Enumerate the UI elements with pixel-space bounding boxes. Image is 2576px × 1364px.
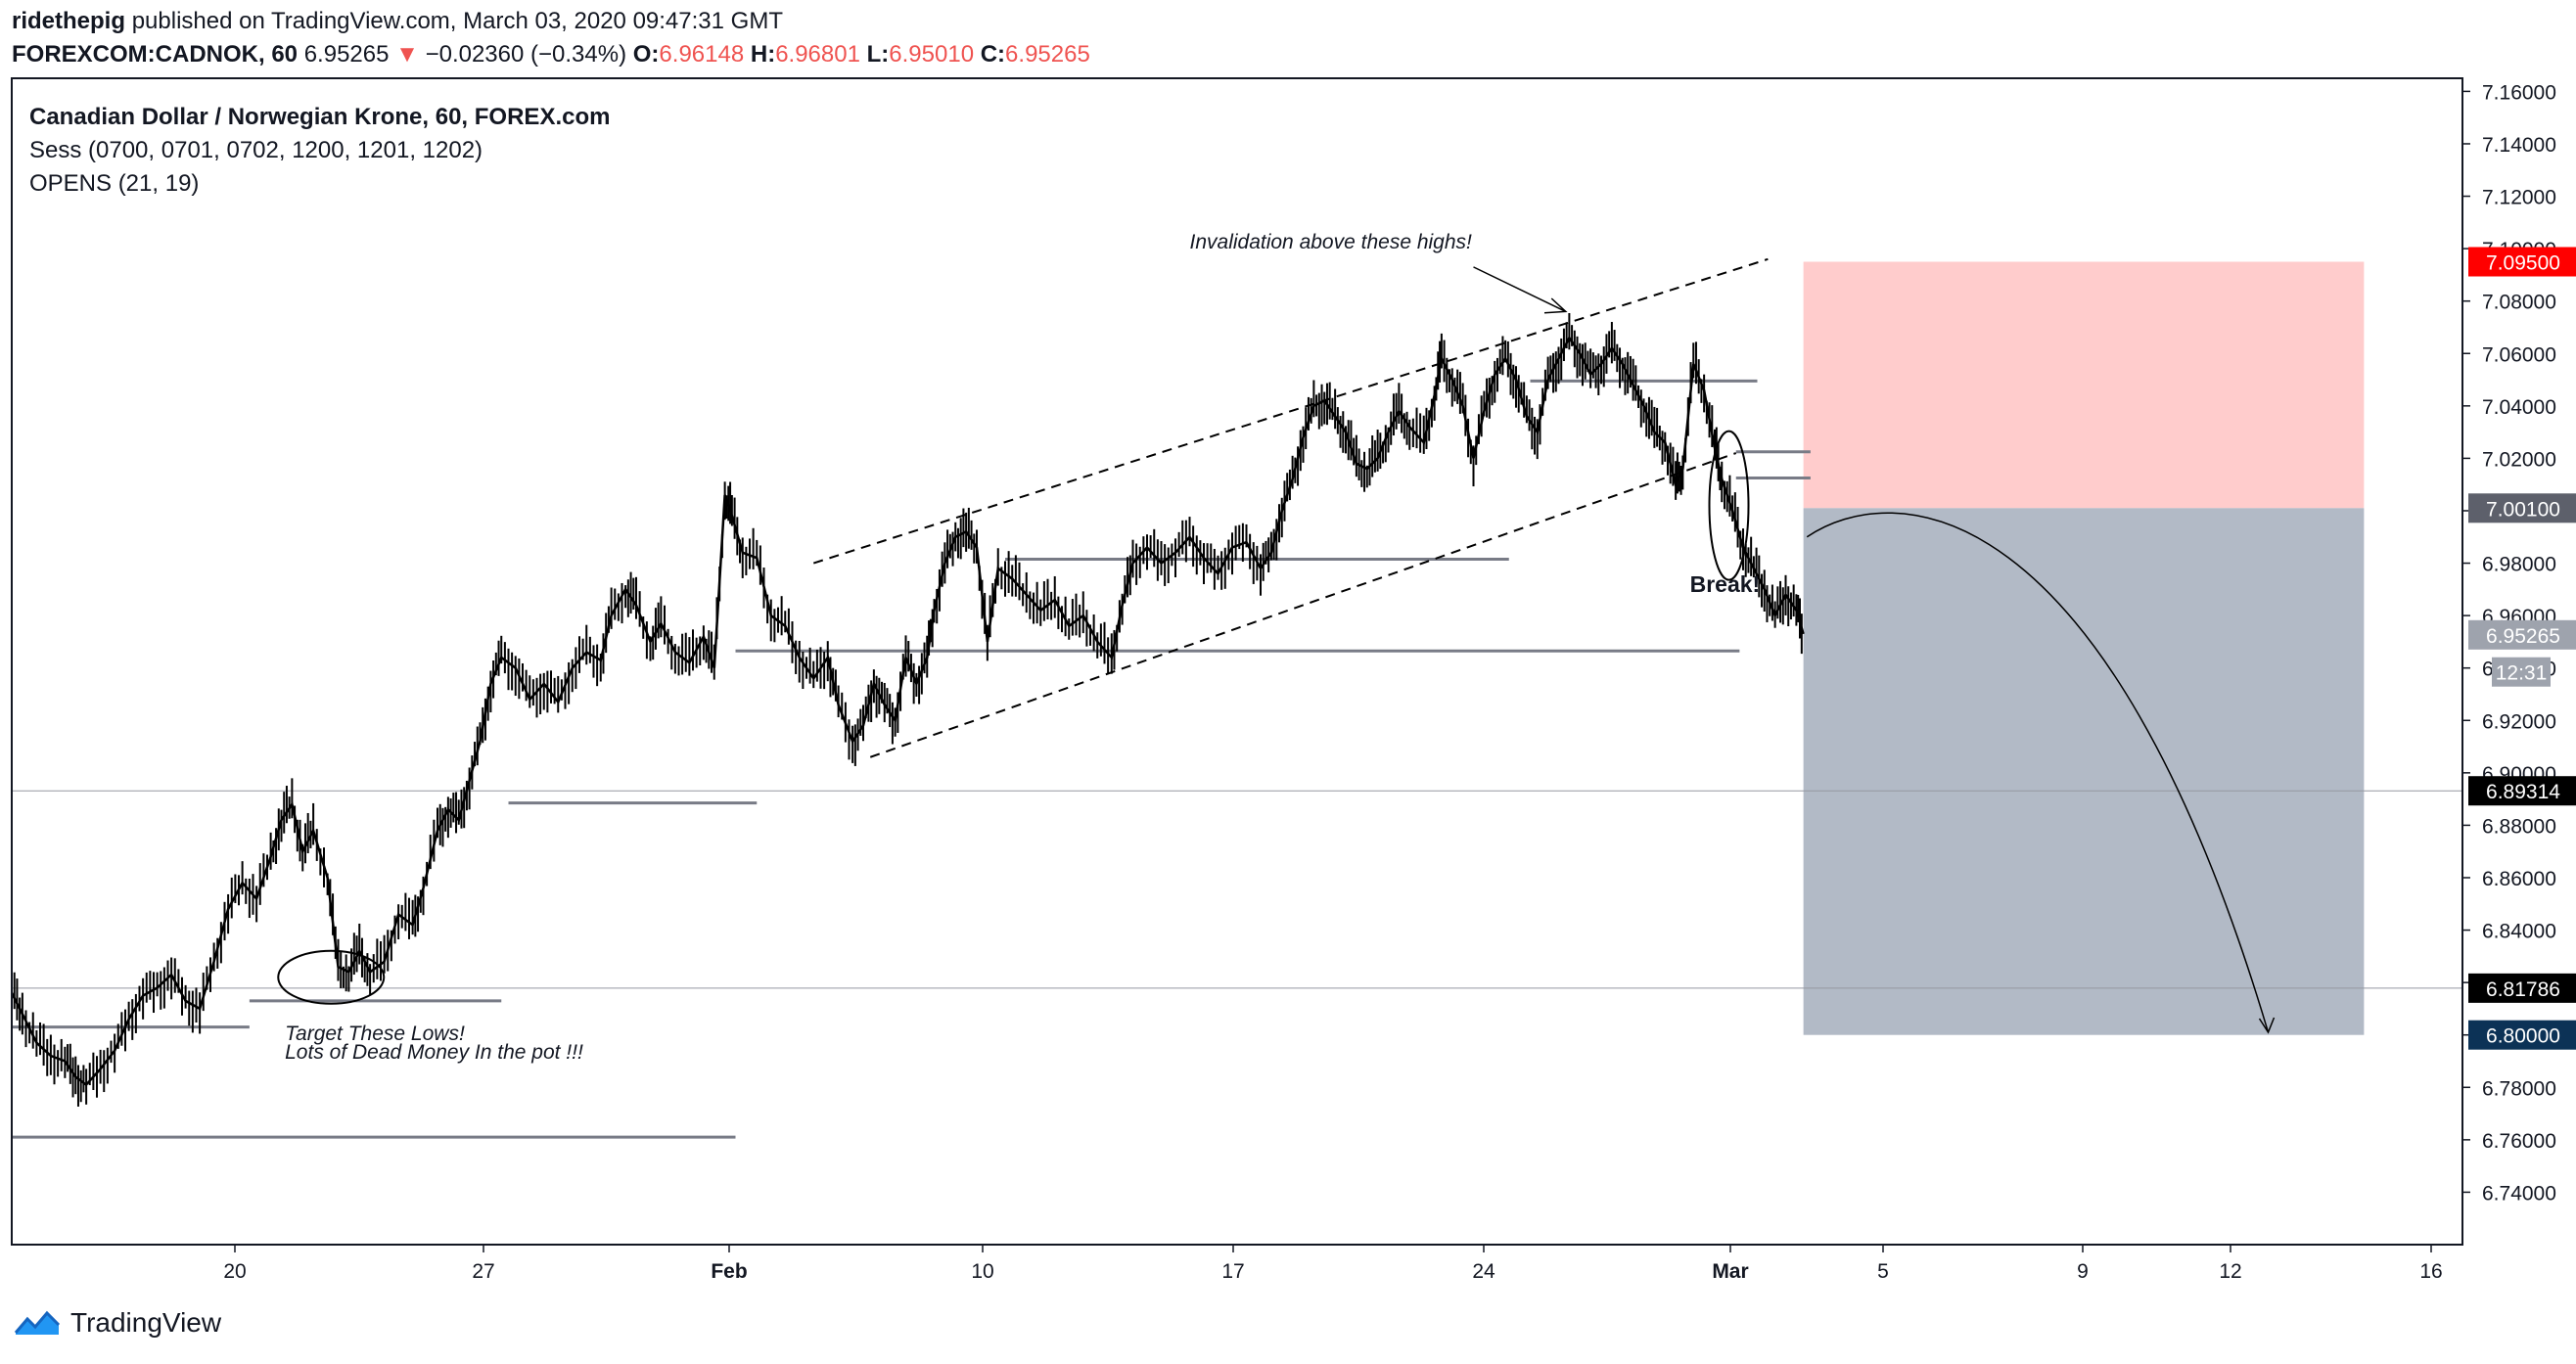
- high-value: 6.96801: [775, 41, 860, 68]
- y-tick-label: 6.98000: [2482, 554, 2556, 576]
- y-tick-label: 7.06000: [2482, 343, 2556, 366]
- x-tick-label: 5: [1877, 1260, 1889, 1283]
- y-tick-label: 6.86000: [2482, 868, 2556, 890]
- price-label-text: 7.09500: [2486, 252, 2560, 275]
- chart-annotation: Lots of Dead Money In the pot !!!: [285, 1041, 583, 1064]
- ohlc-line: FOREXCOM:CADNOK, 60 6.95265 ▼ −0.02360 (…: [12, 41, 1090, 68]
- y-tick-label: 7.14000: [2482, 134, 2556, 157]
- x-tick-label: 24: [1472, 1260, 1495, 1283]
- price-label-box: [2468, 619, 2576, 650]
- session-indicator-legend[interactable]: Sess (0700, 0701, 0702, 1200, 1201, 1202…: [29, 137, 483, 163]
- down-arrow-icon: ▼: [395, 41, 419, 68]
- x-tick-label: 16: [2419, 1260, 2442, 1283]
- price-label-box: [2468, 493, 2576, 523]
- high-label: H:: [750, 41, 776, 68]
- target-lows-ellipse: [277, 949, 386, 1005]
- price-label-box: [2468, 247, 2576, 277]
- author-name[interactable]: ridethepig: [12, 8, 126, 34]
- price-label-box: [2468, 973, 2576, 1003]
- y-tick-label: 7.12000: [2482, 187, 2556, 209]
- price-label-text: 7.00100: [2486, 498, 2560, 521]
- publish-line: ridethepig published on TradingView.com,…: [12, 8, 783, 35]
- tradingview-brand-name: TradingView: [70, 1307, 222, 1338]
- invalidation-pointer: [1473, 266, 1567, 313]
- price-label-text: 6.89314: [2486, 781, 2560, 803]
- price-label-text: 12:31: [2496, 662, 2548, 685]
- open-label: O:: [632, 41, 660, 68]
- last-price: 6.95265: [303, 41, 390, 68]
- open-value: 6.96148: [659, 41, 745, 68]
- low-label: L:: [866, 41, 890, 68]
- y-tick-label: 6.78000: [2482, 1077, 2556, 1100]
- chart-annotation: Target These Lows!: [285, 1023, 465, 1045]
- close-value: 6.95265: [1005, 41, 1090, 68]
- x-tick-label: 27: [472, 1260, 494, 1283]
- published-text: published on TradingView.com, March 03, …: [131, 8, 783, 34]
- channel-upper-line: [812, 257, 1769, 565]
- y-tick-label: 7.08000: [2482, 292, 2556, 314]
- target-zone: [1803, 508, 2365, 1035]
- y-tick-label: 6.76000: [2482, 1130, 2556, 1153]
- symbol-legend-title[interactable]: Canadian Dollar / Norwegian Krone, 60, F…: [29, 104, 611, 130]
- low-value: 6.95010: [889, 41, 975, 68]
- y-tick-label: 7.04000: [2482, 396, 2556, 419]
- x-tick-label: 12: [2219, 1260, 2241, 1283]
- projection-curve: [1806, 512, 2270, 1033]
- y-tick-label: 7.02000: [2482, 448, 2556, 471]
- price-label-box: [2468, 776, 2576, 806]
- channel-lower-line: [869, 452, 1737, 758]
- arrowhead-icon: [1543, 297, 1568, 314]
- tradingview-logo-icon: [14, 1310, 61, 1335]
- price-label-text: 6.95265: [2486, 625, 2560, 648]
- y-tick-label: 6.92000: [2482, 710, 2556, 733]
- x-tick-label: 20: [223, 1260, 246, 1283]
- arrowhead-icon: [2258, 1017, 2276, 1034]
- chart-annotation: Invalidation above these highs!: [1190, 231, 1473, 253]
- price-label-text: 6.80000: [2486, 1025, 2560, 1048]
- x-tick-label: Mar: [1712, 1260, 1748, 1283]
- y-tick-label: 6.84000: [2482, 921, 2556, 943]
- y-tick-label: 6.88000: [2482, 815, 2556, 838]
- opens-indicator-legend[interactable]: OPENS (21, 19): [29, 170, 200, 197]
- stop-loss-zone: [1803, 261, 2365, 509]
- x-tick-label: 10: [971, 1260, 993, 1283]
- chart-annotation: Break!: [1690, 571, 1761, 597]
- price-change: −0.02360 (−0.34%): [425, 41, 627, 68]
- price-label-text: 6.81786: [2486, 978, 2560, 1001]
- symbol-label[interactable]: FOREXCOM:CADNOK, 60: [12, 41, 299, 68]
- x-tick-label: Feb: [711, 1260, 747, 1283]
- tradingview-brand[interactable]: TradingView: [14, 1307, 221, 1339]
- close-label: C:: [980, 41, 1006, 68]
- x-tick-label: 9: [2077, 1260, 2089, 1283]
- y-tick-label: 6.74000: [2482, 1182, 2556, 1205]
- x-tick-label: 17: [1221, 1260, 1244, 1283]
- price-label-box: [2468, 1020, 2576, 1050]
- break-ellipse: [1708, 430, 1750, 581]
- price-label-box: [2492, 657, 2551, 687]
- y-tick-label: 7.16000: [2482, 81, 2556, 104]
